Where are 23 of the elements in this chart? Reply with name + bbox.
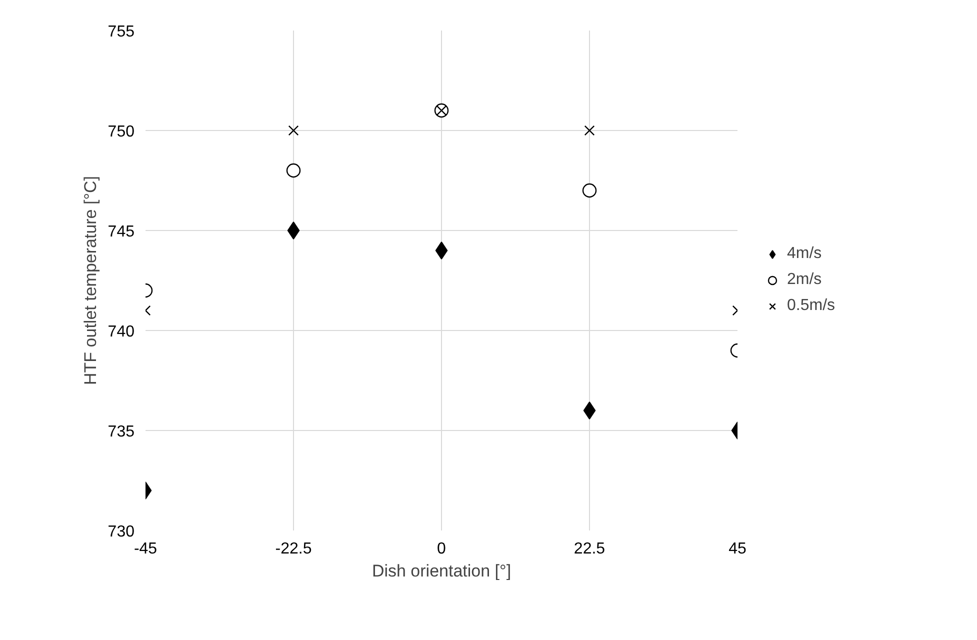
point	[584, 125, 595, 136]
legend-label: 0.5m/s	[787, 297, 836, 315]
x-tick-label: 22.5	[574, 540, 606, 558]
y-tick-label: 740	[108, 324, 135, 340]
y-tick-label: 750	[108, 124, 135, 140]
point	[287, 222, 300, 240]
point	[582, 183, 597, 198]
legend-label: 4m/s	[787, 245, 822, 263]
y-tick-label: 755	[108, 24, 135, 40]
y-tick-label: 745	[108, 224, 135, 240]
point	[435, 242, 448, 260]
point	[288, 125, 299, 136]
x-tick-label: 0	[437, 540, 446, 558]
point	[286, 163, 301, 178]
x-tick-label: -45	[134, 540, 158, 558]
x-tick-label: -22.5	[275, 540, 312, 558]
x-axis-title: Dish orientation [°]	[372, 562, 512, 580]
point	[583, 402, 596, 420]
x-tick-label: 45	[728, 540, 746, 558]
y-tick-label: 730	[108, 524, 135, 540]
y-tick-label: 735	[108, 424, 135, 440]
legend-label: 2m/s	[787, 271, 822, 289]
y-axis-title: HTF outlet temperature [°C]	[80, 176, 100, 385]
